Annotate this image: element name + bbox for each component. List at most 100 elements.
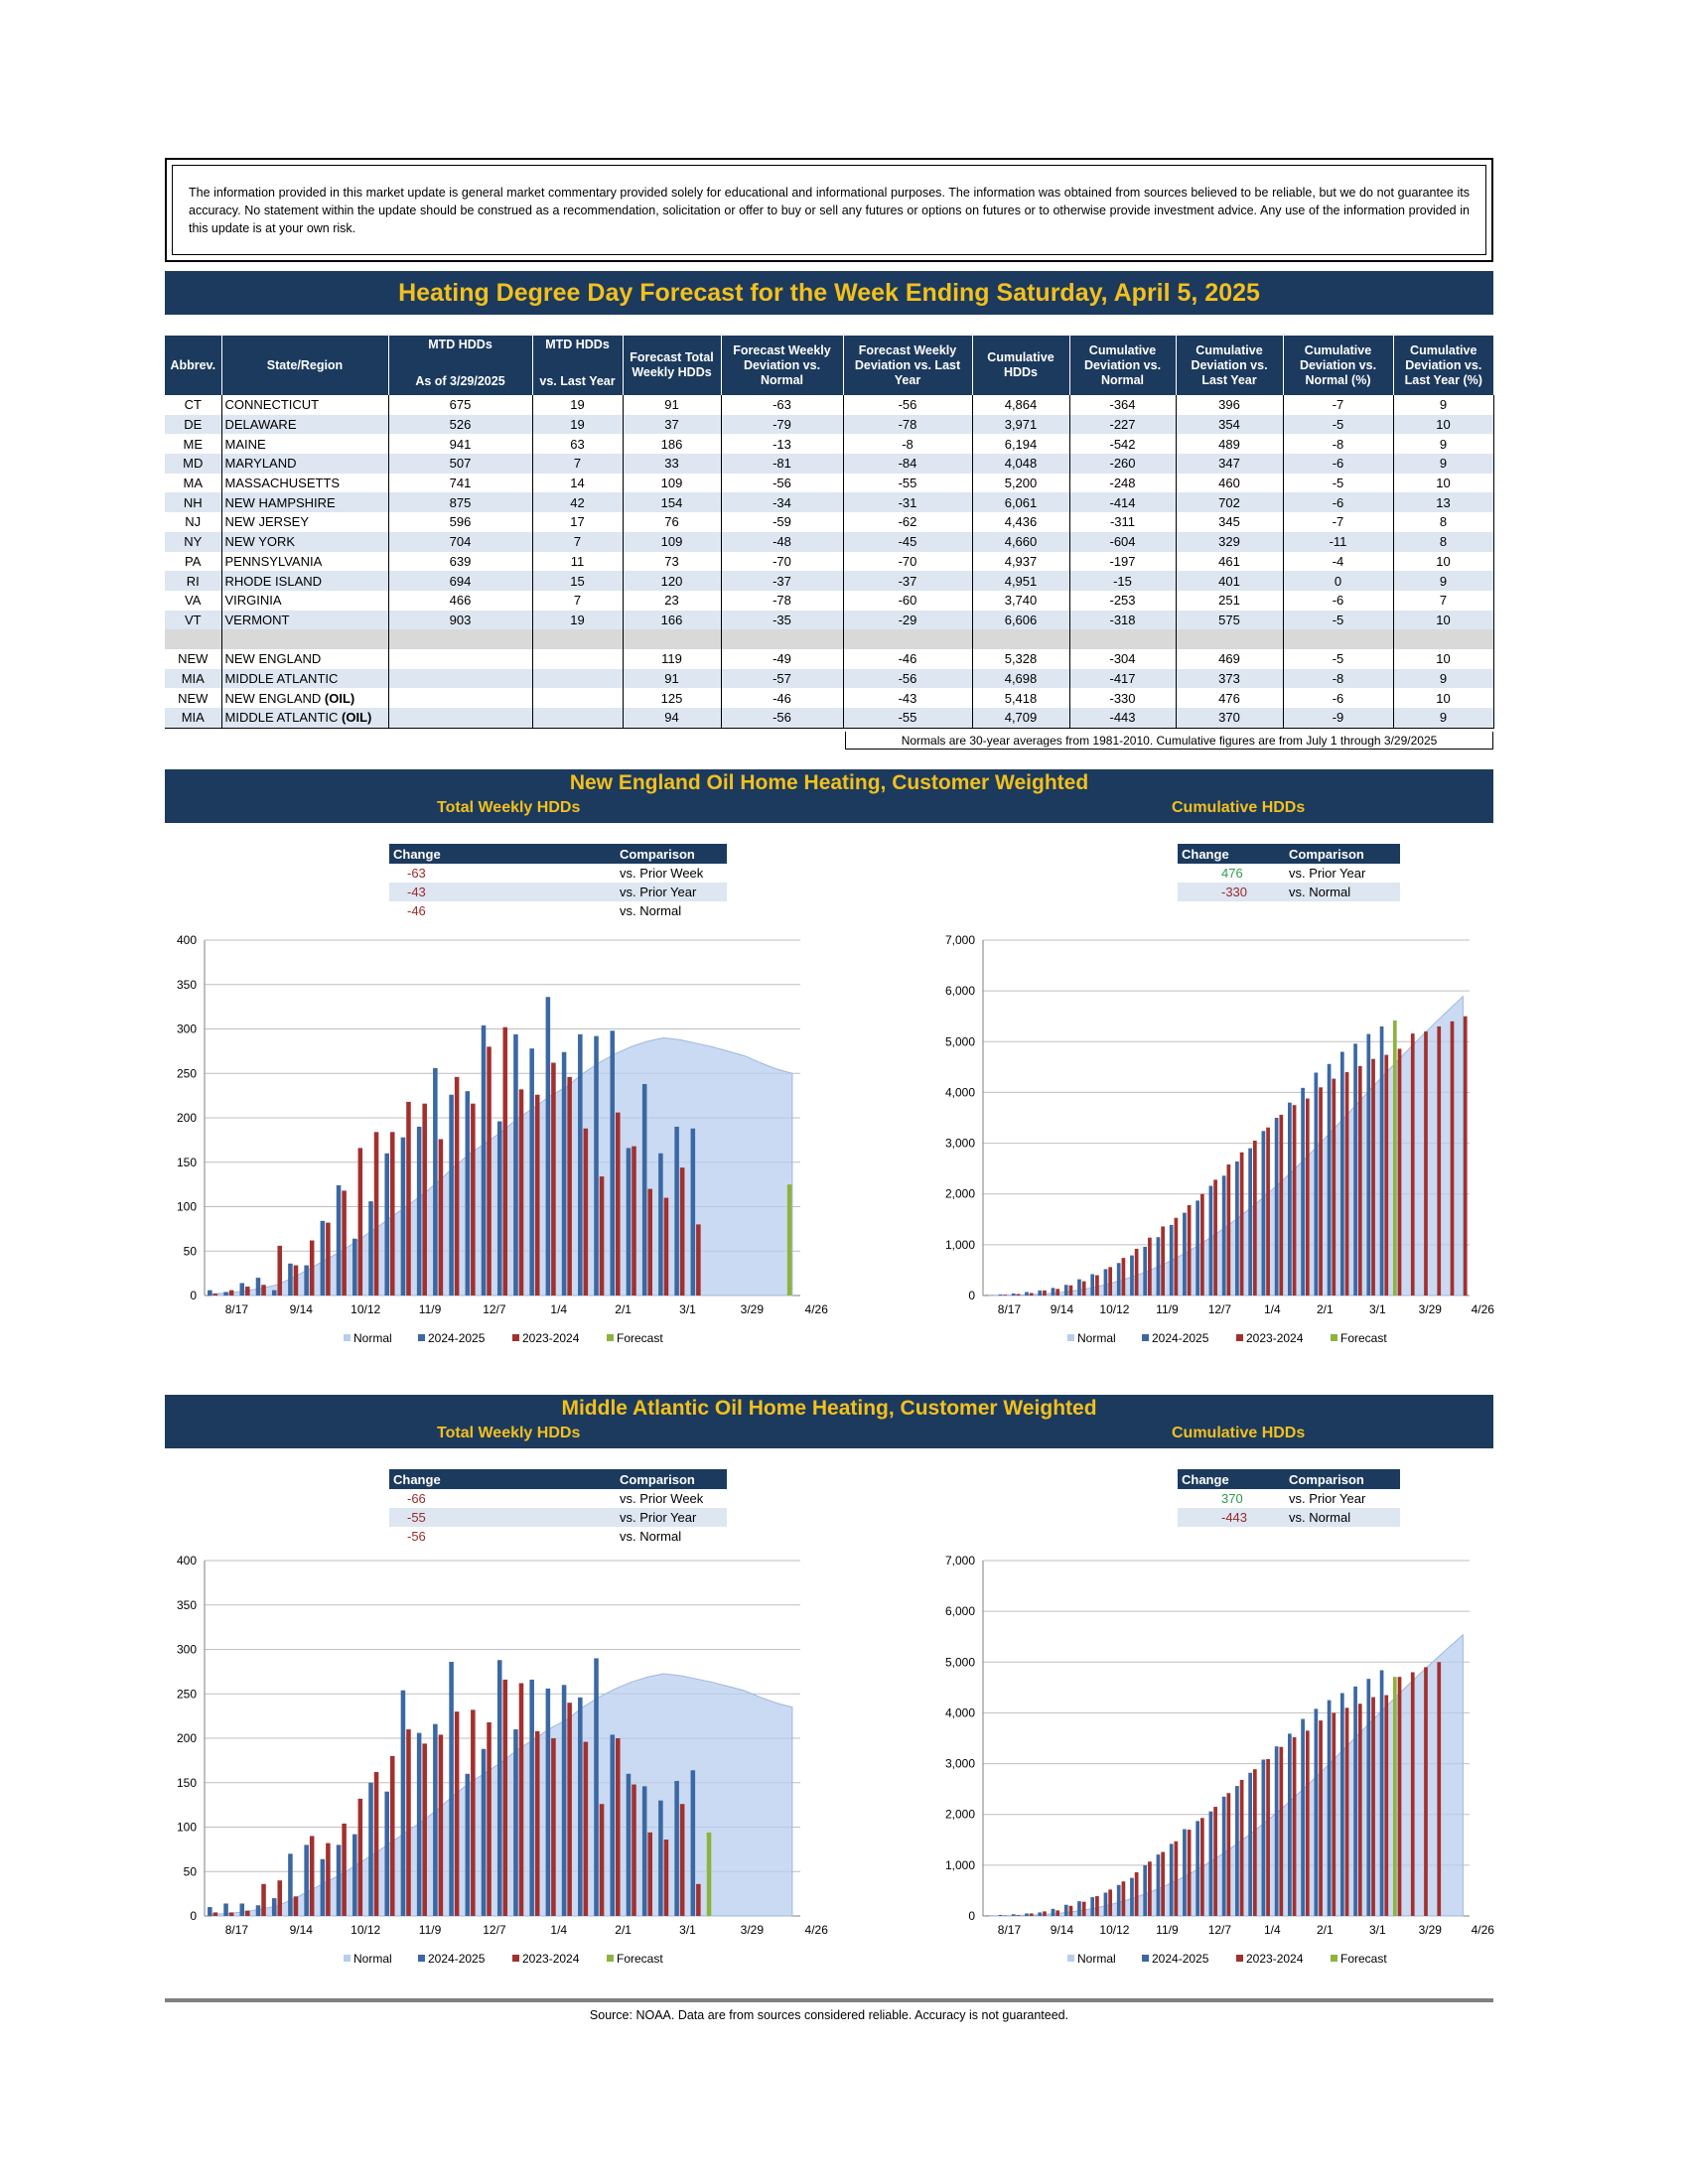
bar-2024-2025 (1314, 1708, 1319, 1916)
bar-2024-2025 (1116, 1884, 1121, 1916)
bar-2023-2024 (342, 1823, 347, 1916)
cumulative-subtitle: Cumulative HDDs (1172, 1425, 1306, 1441)
table-row: MA MASSACHUSETTS 741 14 109 -56 -55 5,200 -248 46… (165, 473, 1494, 493)
bar-2023-2024 (1081, 1901, 1086, 1916)
table-cell: 4,660 (972, 531, 1070, 552)
x-tick-label: 3/29 (741, 1923, 765, 1937)
bar-2023-2024 (357, 1148, 363, 1296)
bar-2024-2025 (1183, 1829, 1187, 1916)
bar-2023-2024 (518, 1089, 524, 1296)
normal-area (211, 1673, 793, 1917)
bar-2023-2024 (1266, 1127, 1270, 1296)
bar-2023-2024 (454, 1076, 460, 1296)
table-cell: -443 (1069, 708, 1177, 729)
table-note: Normals are 30-year averages from 1981-2… (845, 732, 1493, 750)
legend-swatch (512, 1334, 519, 1341)
bar-2024-2025 (1169, 1224, 1174, 1296)
x-tick-label: 3/1 (1369, 1923, 1386, 1937)
table-cell: -63 (721, 395, 844, 415)
bar-2023-2024 (261, 1285, 266, 1296)
table-cell: -46 (843, 648, 973, 669)
bar-2023-2024 (1384, 1695, 1389, 1916)
header-mtd-bottom: As of 3/29/2025 (415, 374, 505, 388)
y-tick-label: 5,000 (945, 1655, 975, 1669)
legend-label: 2024-2025 (428, 1331, 486, 1345)
bar-2023-2024 (647, 1832, 652, 1916)
bar-2023-2024 (1055, 1289, 1060, 1296)
bar-2023-2024 (679, 1804, 685, 1916)
table-row: NH NEW HAMPSHIRE 875 42 154 -34 -31 6,061 -414 70… (165, 492, 1494, 513)
table-cell: -364 (1069, 395, 1177, 415)
bar-2023-2024 (1357, 1065, 1362, 1296)
table-row: VT VERMONT 903 19 166 -35 -29 6,606 -318 575 -5 10 (165, 610, 1494, 630)
bar-forecast (1392, 1020, 1397, 1296)
state-name: VERMONT (221, 610, 389, 630)
bar-2023-2024 (1437, 1662, 1442, 1916)
bar-2023-2024 (1384, 1054, 1389, 1296)
bar-2023-2024 (406, 1101, 411, 1296)
y-tick-label: 0 (968, 1909, 975, 1923)
x-tick-label: 4/26 (1472, 1923, 1495, 1937)
table-cell: 154 (623, 492, 722, 513)
bar-2023-2024 (1252, 1141, 1257, 1296)
legend-swatch (418, 1955, 425, 1962)
x-tick-label: 3/29 (1419, 1302, 1443, 1316)
bar-2024-2025 (1208, 1185, 1213, 1296)
x-tick-label: 3/1 (1369, 1302, 1386, 1316)
bar-2024-2025 (1169, 1843, 1174, 1916)
table-row: DE DELAWARE 526 19 37 -79 -78 3,971 -227 354 -5 10 (165, 414, 1494, 435)
bar-2023-2024 (1213, 1807, 1217, 1916)
bar-2024-2025 (1038, 1912, 1043, 1916)
legend-label: Forecast (617, 1331, 663, 1345)
x-tick-label: 9/14 (290, 1923, 314, 1937)
bar-2023-2024 (583, 1741, 589, 1916)
bar-2024-2025 (1248, 1772, 1252, 1916)
bar-2024-2025 (1366, 1679, 1371, 1916)
legend-swatch (344, 1334, 351, 1341)
bar-2023-2024 (599, 1176, 605, 1296)
bar-2024-2025 (1288, 1102, 1292, 1296)
bar-2023-2024 (632, 1784, 636, 1916)
table-cell: 73 (623, 551, 722, 572)
page-title: Heating Degree Day Forecast for the Week… (165, 271, 1493, 315)
table-cell: -13 (721, 434, 844, 455)
bar-2023-2024 (1095, 1896, 1099, 1916)
bar-2024-2025 (1011, 1293, 1016, 1296)
x-tick-label: 10/12 (351, 1923, 380, 1937)
region-abbrev: MIA (165, 668, 222, 689)
bar-2023-2024 (1174, 1217, 1179, 1296)
x-tick-label: 12/7 (1208, 1302, 1232, 1316)
bar-2024-2025 (1103, 1892, 1108, 1916)
bar-2023-2024 (1424, 1667, 1428, 1916)
table-cell: -9 (1283, 708, 1394, 729)
state-abbrev: DE (165, 414, 222, 435)
table-cell: 11 (532, 551, 624, 572)
region-name-text: NEW ENGLAND (224, 690, 325, 706)
table-cell: -34 (721, 492, 844, 513)
table-cell: 5,418 (972, 688, 1070, 708)
table-cell: 5,328 (972, 648, 1070, 669)
bar-2024-2025 (368, 1201, 373, 1296)
table-cell: -81 (721, 454, 844, 474)
table-cell: 7 (532, 590, 624, 611)
state-name: CONNECTICUT (221, 395, 389, 415)
legend-label: 2023-2024 (522, 1331, 580, 1345)
bar-2024-2025 (336, 1844, 342, 1916)
region-name-text: NEW ENGLAND (224, 651, 322, 667)
header-forecast-total: Forecast Total Weekly HDDs (623, 336, 722, 395)
bar-2024-2025 (610, 1734, 616, 1916)
bar-2023-2024 (1108, 1267, 1113, 1296)
spacer-cell (1069, 629, 1177, 649)
bar-2024-2025 (416, 1732, 422, 1916)
bar-2023-2024 (1305, 1098, 1310, 1296)
legend-label: 2023-2024 (1246, 1952, 1304, 1966)
legend-label: 2023-2024 (522, 1952, 580, 1966)
comparison-row: -43 vs. Prior Year (389, 883, 727, 901)
x-tick-label: 8/17 (998, 1302, 1022, 1316)
bar-2023-2024 (1226, 1793, 1231, 1916)
x-tick-label: 3/1 (679, 1302, 696, 1316)
bar-2023-2024 (277, 1245, 283, 1296)
change-header: Change (1178, 844, 1285, 864)
cumulative-subtitle: Cumulative HDDs (1172, 799, 1306, 816)
bar-2023-2024 (487, 1721, 492, 1916)
